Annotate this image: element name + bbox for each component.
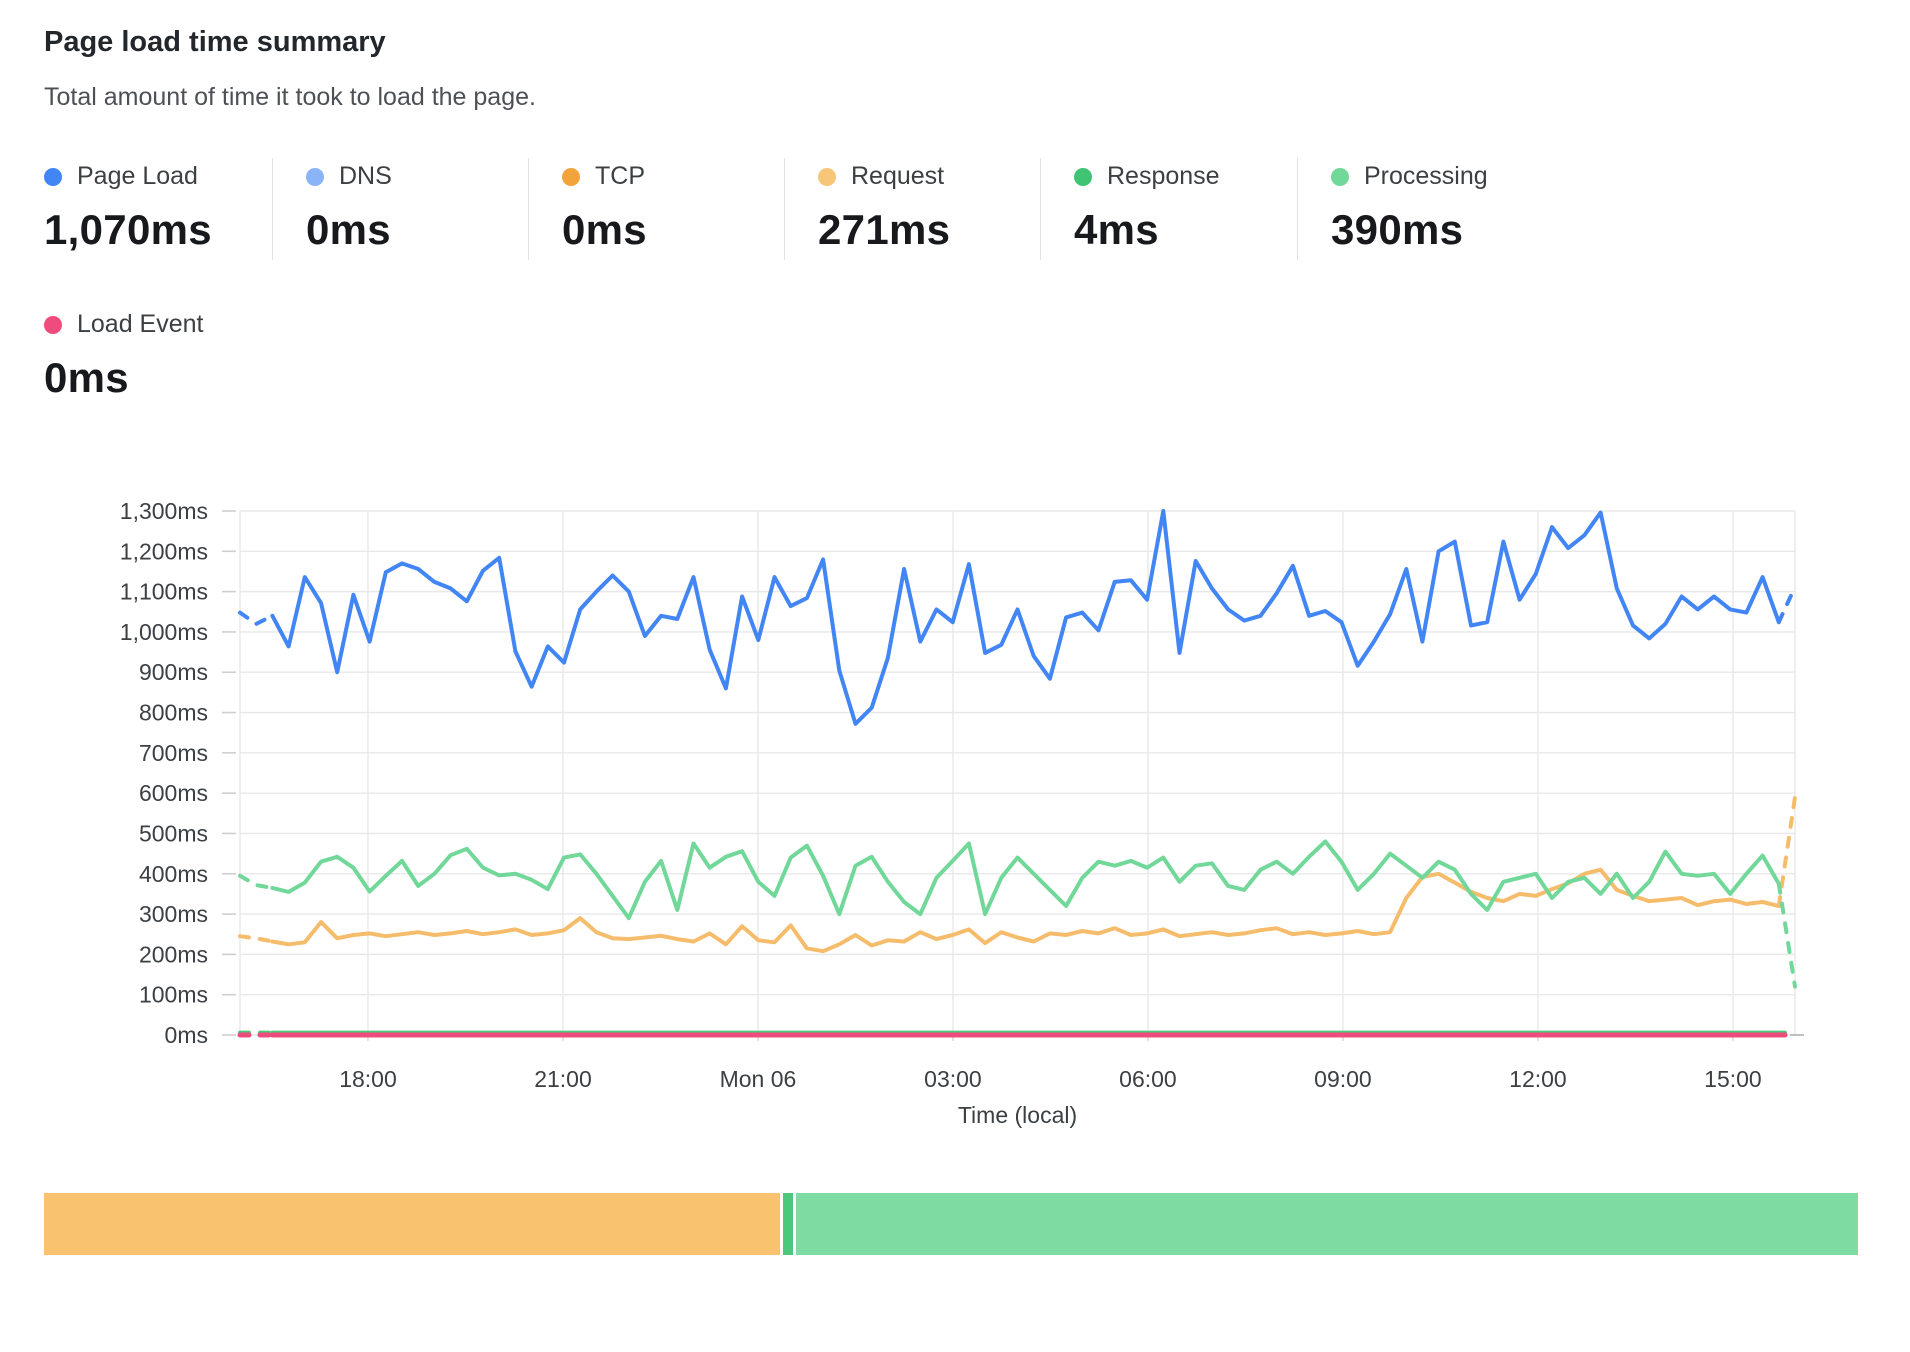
request-legend-dot-icon [818, 167, 836, 186]
svg-text:300ms: 300ms [139, 901, 208, 927]
svg-text:1,100ms: 1,100ms [120, 579, 208, 605]
svg-text:03:00: 03:00 [924, 1066, 982, 1092]
svg-text:12:00: 12:00 [1509, 1066, 1567, 1092]
svg-text:800ms: 800ms [139, 700, 208, 726]
svg-text:15:00: 15:00 [1704, 1066, 1762, 1092]
tcp-legend-dot-icon [562, 167, 580, 186]
svg-text:09:00: 09:00 [1314, 1066, 1372, 1092]
metric-value: 0ms [306, 206, 391, 253]
svg-text:18:00: 18:00 [339, 1066, 397, 1092]
svg-text:Mon 06: Mon 06 [720, 1066, 797, 1092]
svg-text:1,300ms: 1,300ms [120, 498, 208, 524]
metric-page-load: Page Load 1,070ms [44, 158, 272, 260]
metric-request: Request 271ms [784, 158, 1040, 260]
bar-segment-processing [795, 1193, 1858, 1255]
page-load-legend-dot-icon [44, 167, 62, 186]
response-legend-dot-icon [1074, 167, 1092, 186]
metric-tcp: TCP 0ms [528, 158, 784, 260]
load-time-chart[interactable]: 0ms 100ms 200ms 300ms 400ms 500ms 600ms 700ms 80… [44, 494, 1866, 1149]
svg-text:21:00: 21:00 [534, 1066, 592, 1092]
metric-label: Response [1107, 162, 1220, 190]
line-chart-canvas[interactable]: 0ms 100ms 200ms 300ms 400ms 500ms 600ms 700ms 80… [44, 494, 1804, 1144]
processing-legend-dot-icon [1331, 167, 1349, 186]
page-subtitle: Total amount of time it took to load the… [44, 83, 536, 111]
timing-breakdown-bar [44, 1193, 1858, 1255]
page-title: Page load time summary [44, 26, 386, 58]
metric-label: Load Event [77, 310, 204, 338]
page-load-summary-panel: Page load time summary Total amount of t… [44, 26, 1866, 1255]
metrics-row: Page Load 1,070ms DNS 0ms TCP 0ms Reques… [44, 158, 1866, 260]
metric-value: 0ms [44, 354, 129, 401]
metric-value: 390ms [1331, 206, 1464, 253]
svg-text:06:00: 06:00 [1119, 1066, 1177, 1092]
svg-text:0ms: 0ms [165, 1022, 208, 1048]
metric-label: DNS [339, 162, 392, 190]
svg-text:400ms: 400ms [139, 861, 208, 887]
metric-label: Processing [1364, 162, 1488, 190]
metric-label: Request [851, 162, 945, 190]
svg-text:500ms: 500ms [139, 820, 208, 846]
svg-text:1,200ms: 1,200ms [120, 538, 208, 564]
metric-value: 0ms [562, 206, 647, 253]
metric-dns: DNS 0ms [272, 158, 528, 260]
metric-load-event: Load Event 0ms [44, 306, 1866, 408]
metric-response: Response 4ms [1040, 158, 1297, 260]
svg-text:600ms: 600ms [139, 780, 208, 806]
load-event-legend-dot-icon [44, 315, 62, 334]
dns-legend-dot-icon [306, 167, 324, 186]
svg-text:1,000ms: 1,000ms [120, 619, 208, 645]
bar-segment-response [782, 1193, 793, 1255]
svg-text:200ms: 200ms [139, 941, 208, 967]
bar-segment-request [44, 1193, 780, 1255]
metric-processing: Processing 390ms [1297, 158, 1587, 260]
svg-text:Time (local): Time (local) [958, 1102, 1077, 1128]
metric-value: 1,070ms [44, 206, 212, 253]
metric-label: TCP [595, 162, 645, 190]
svg-text:100ms: 100ms [139, 982, 208, 1008]
metric-label: Page Load [77, 162, 198, 190]
svg-text:900ms: 900ms [139, 659, 208, 685]
metric-value: 4ms [1074, 206, 1159, 253]
metric-value: 271ms [818, 206, 951, 253]
svg-text:700ms: 700ms [139, 740, 208, 766]
